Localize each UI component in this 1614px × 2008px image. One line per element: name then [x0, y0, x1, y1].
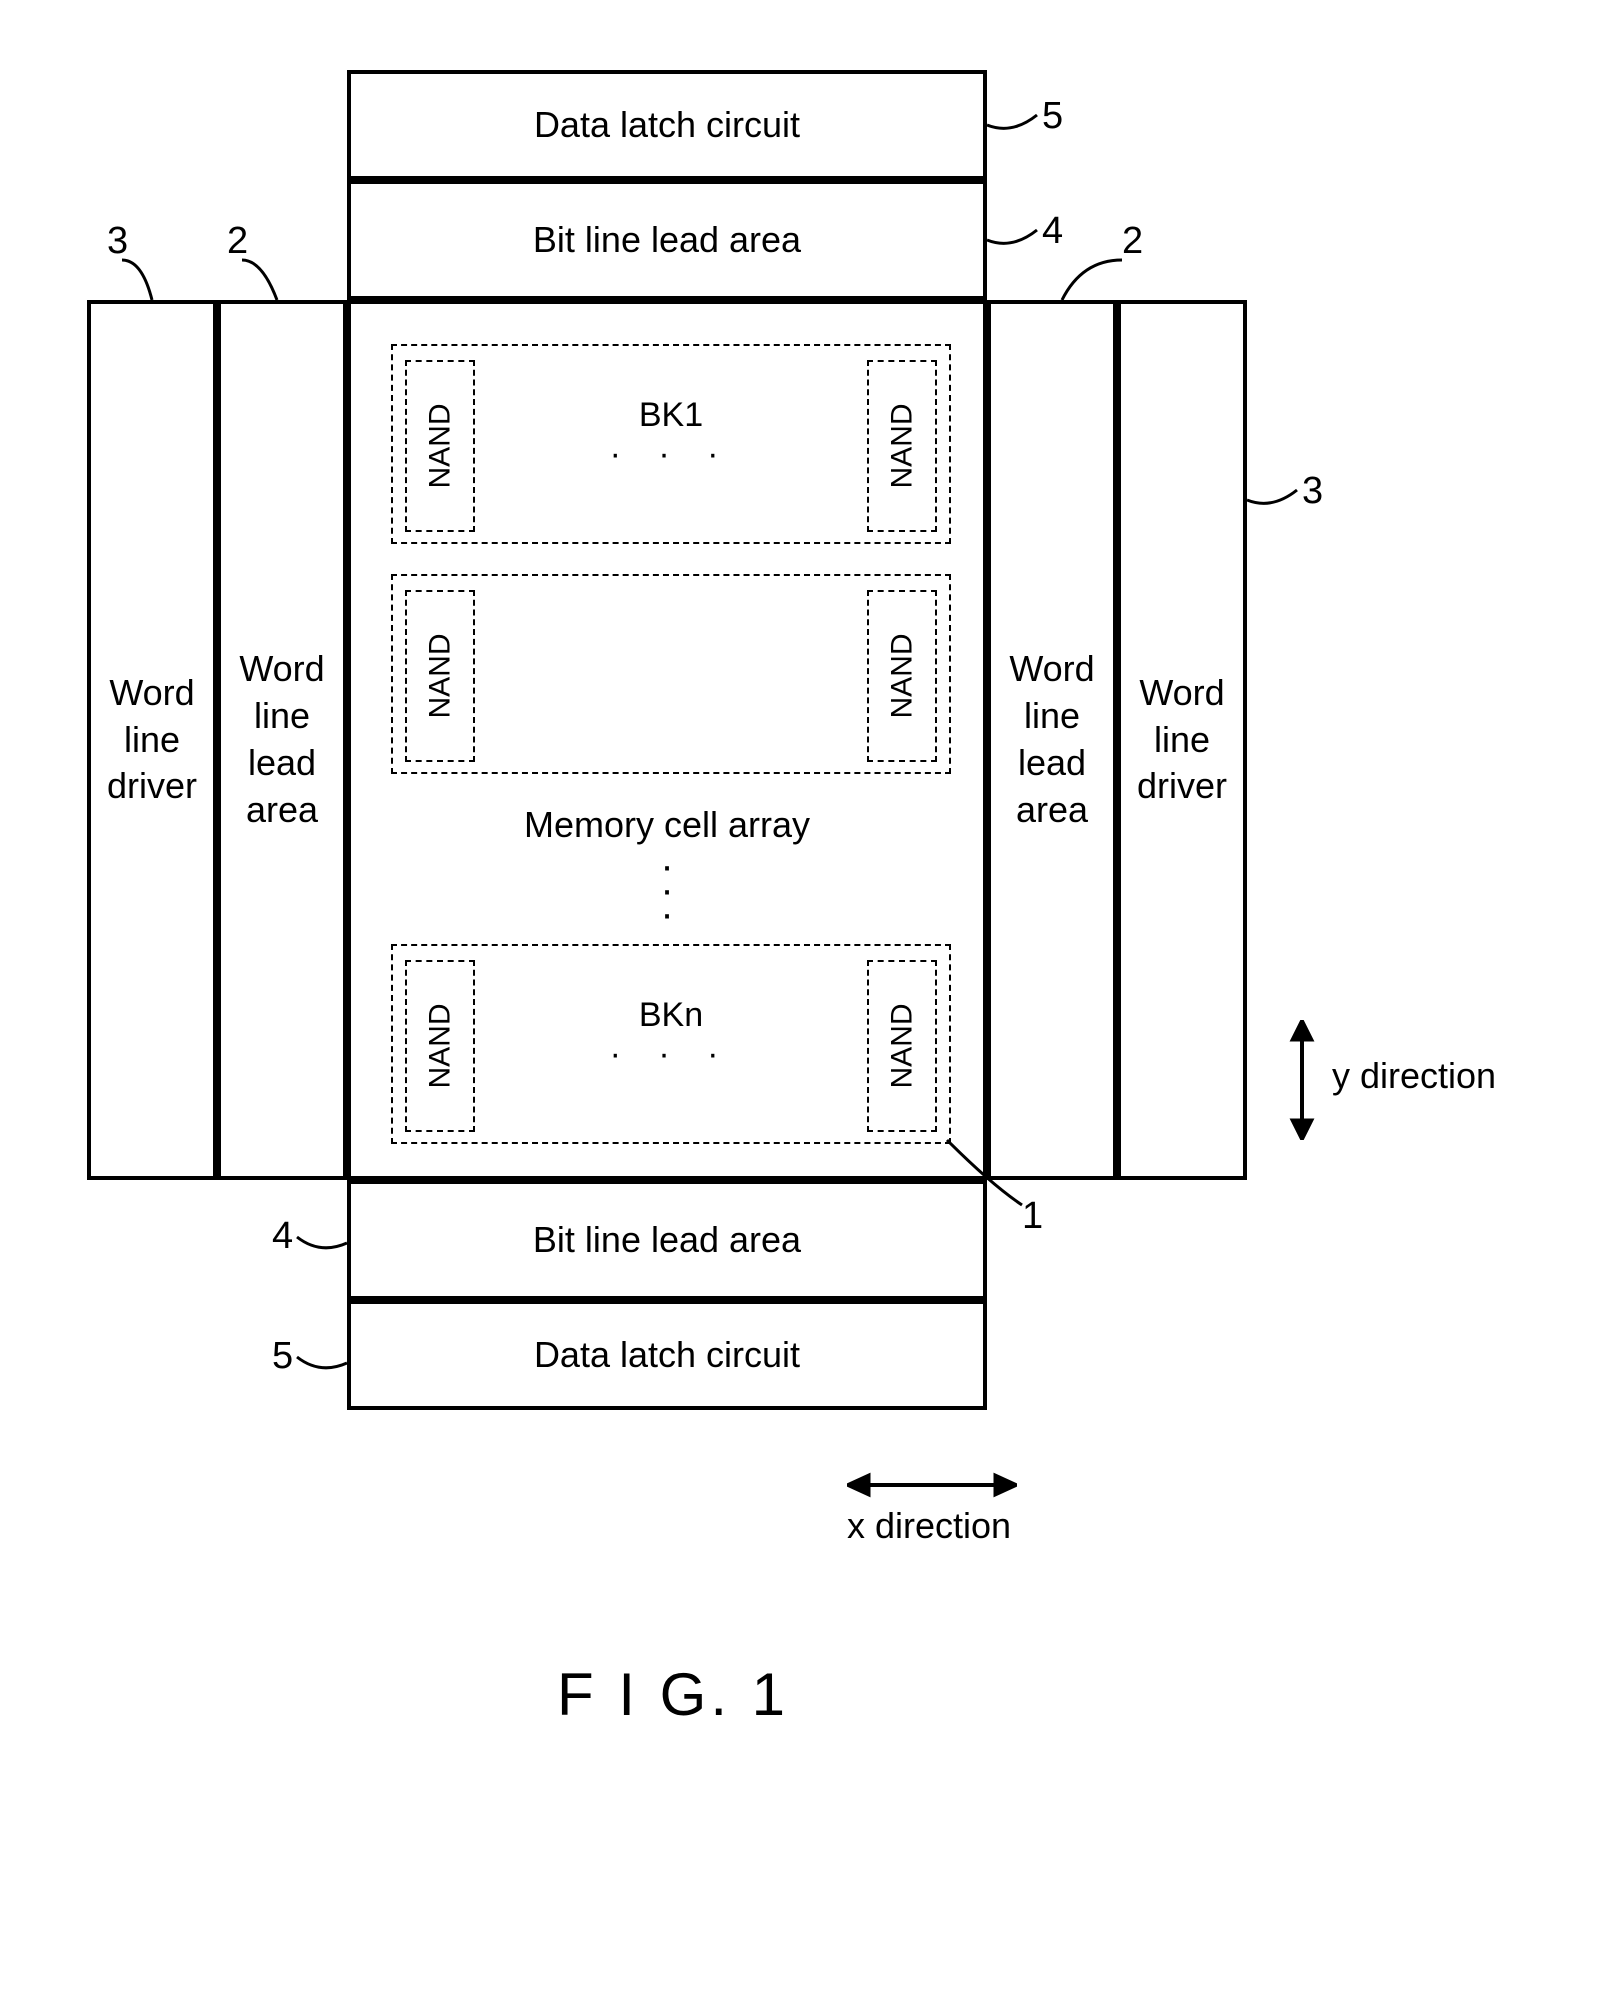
leader-1 [942, 1135, 1032, 1215]
label-bitline-bottom: Bit line lead area [533, 1217, 801, 1264]
figure-title: F I G. 1 [557, 1660, 789, 1729]
nand-bk2-right: NAND [867, 590, 937, 762]
leader-2-right [1057, 255, 1127, 305]
block-bk2: NAND NAND [391, 574, 951, 774]
label-nand-bk2-left: NAND [423, 633, 457, 718]
leader-3-left [117, 255, 167, 305]
label-nand-bk2-right: NAND [885, 633, 919, 718]
block-bitline-bottom: Bit line lead area [347, 1180, 987, 1300]
label-bk1: BK1 · · · [393, 396, 949, 474]
label-bitline-top: Bit line lead area [533, 217, 801, 264]
label-x-direction: x direction [847, 1505, 1011, 1547]
dots-bk1: · · · [610, 435, 733, 473]
callout-5-bottom: 5 [272, 1335, 293, 1378]
label-memory-cell: Memory cell array [524, 804, 810, 846]
block-word-lead-left: Word line lead area [217, 300, 347, 1180]
label-data-latch-bottom: Data latch circuit [534, 1332, 800, 1379]
nand-bk2-left: NAND [405, 590, 475, 762]
block-bitline-top: Bit line lead area [347, 180, 987, 300]
block-word-driver-left: Word line driver [87, 300, 217, 1180]
label-word-lead-left: Word line lead area [239, 646, 324, 833]
label-word-driver-left: Word line driver [107, 670, 197, 810]
block-data-latch-bottom: Data latch circuit [347, 1300, 987, 1410]
leader-3-right [1247, 475, 1302, 515]
leader-2-left [237, 255, 297, 305]
callout-3-right: 3 [1302, 470, 1323, 513]
block-word-driver-right: Word line driver [1117, 300, 1247, 1180]
callout-5-top: 5 [1042, 95, 1063, 138]
label-y-direction: y direction [1332, 1055, 1496, 1097]
callout-4-top: 4 [1042, 210, 1063, 253]
arrow-y-direction [1282, 1020, 1322, 1140]
label-bkn: BKn · · · [393, 996, 949, 1074]
block-memory-cell: NAND NAND BK1 · · · NAND NAND Memory cel… [347, 300, 987, 1180]
leader-4-bottom [295, 1225, 350, 1260]
leader-5-bottom [295, 1345, 350, 1380]
block-data-latch-top: Data latch circuit [347, 70, 987, 180]
label-data-latch-top: Data latch circuit [534, 102, 800, 149]
arrow-x-direction [847, 1465, 1017, 1505]
label-word-lead-right: Word line lead area [1009, 646, 1094, 833]
callout-4-bottom: 4 [272, 1215, 293, 1258]
dots-vertical: ··· [660, 854, 673, 926]
leader-5-top [987, 100, 1042, 140]
label-word-driver-right: Word line driver [1137, 670, 1227, 810]
block-bkn: NAND NAND BKn · · · [391, 944, 951, 1144]
block-bk1: NAND NAND BK1 · · · [391, 344, 951, 544]
leader-4-top [987, 215, 1042, 255]
dots-bkn: · · · [610, 1035, 733, 1073]
block-word-lead-right: Word line lead area [987, 300, 1117, 1180]
figure-1: Data latch circuit Bit line lead area Wo… [57, 40, 1557, 1940]
